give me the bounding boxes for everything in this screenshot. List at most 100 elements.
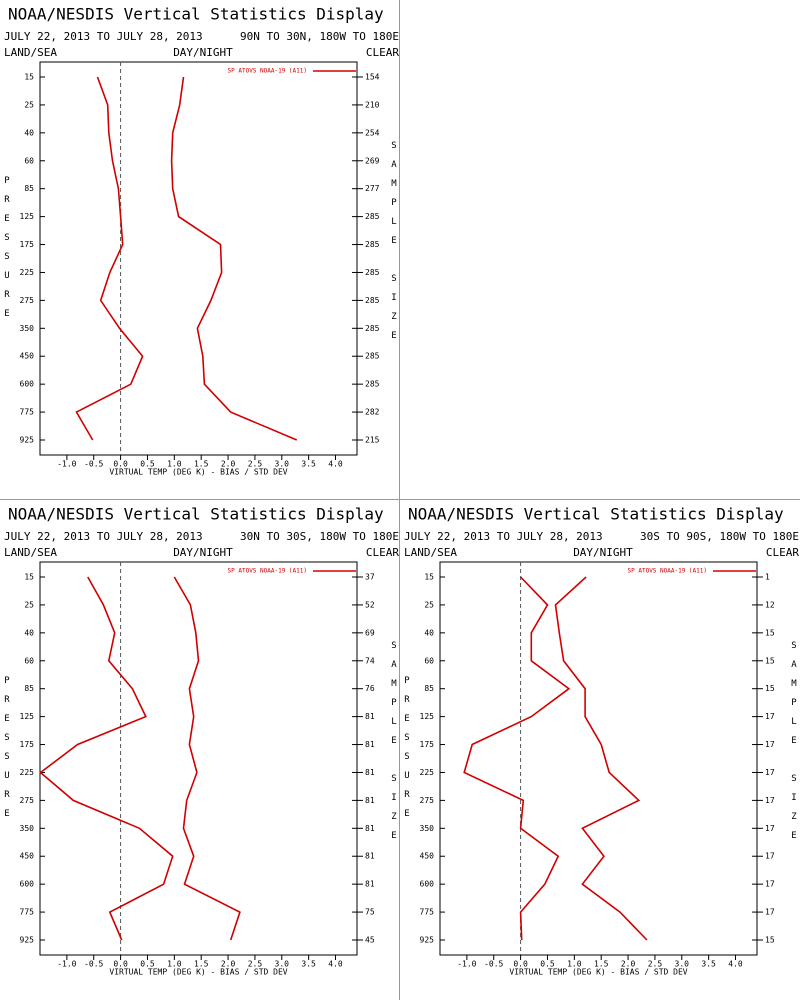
sample-size: 81 (365, 768, 375, 777)
y-axis-label: PRESSURE (402, 676, 412, 828)
x-tick-label: 0.0 (513, 960, 528, 969)
legend-label: SP ATOVS NOAA-19 (A11) (628, 568, 707, 575)
panel: NOAA/NESDIS Vertical Statistics Display J… (2, 5, 399, 477)
sample-size: 285 (365, 212, 380, 221)
sample-size: 75 (365, 908, 375, 917)
x-tick-label: 1.0 (167, 960, 182, 969)
sample-size: 215 (365, 436, 380, 445)
sample-size: 154 (365, 73, 380, 82)
y-tick-label: 175 (20, 740, 35, 749)
x-tick-label: 0.0 (113, 960, 128, 969)
x-tick-label: 3.5 (301, 460, 316, 469)
sample-size: 69 (365, 628, 375, 637)
sample-size: 285 (365, 352, 380, 361)
profile-line (170, 76, 298, 441)
x-tick-label: 1.0 (567, 960, 582, 969)
y-tick-label: 600 (20, 880, 35, 889)
sample-size: 285 (365, 240, 380, 249)
sample-size: 17 (765, 712, 775, 721)
x-tick-label: 0.0 (113, 460, 128, 469)
y-axis-label: PRESSURE (2, 176, 12, 328)
y-tick-label: 40 (424, 628, 434, 637)
region: 30N TO 30S, 180W TO 180E (240, 530, 399, 543)
sample-size: 17 (765, 852, 775, 861)
profile-line (554, 576, 648, 941)
sample-size: 15 (765, 684, 775, 693)
y-tick-label: 450 (20, 852, 35, 861)
y-tick-label: 775 (20, 908, 35, 917)
x-tick-label: 3.5 (301, 960, 316, 969)
y-tick-label: 450 (420, 852, 435, 861)
y-tick-label: 60 (24, 156, 34, 165)
plot-frame (39, 561, 358, 956)
sample-size: 52 (365, 600, 375, 609)
x-tick-label: 1.5 (594, 960, 609, 969)
y-tick-label: 600 (420, 880, 435, 889)
x-tick-label: -0.5 (84, 960, 103, 969)
x-tick-label: 2.5 (648, 960, 663, 969)
y2-axis-label: SAMPLE SIZE (789, 641, 799, 850)
y-tick-label: 225 (20, 768, 35, 777)
profile-line (75, 76, 144, 441)
sample-size: 74 (365, 656, 375, 665)
profile-line (463, 576, 571, 941)
sample-size: 76 (365, 684, 375, 693)
x-axis-label: VIRTUAL TEMP (DEG K) - BIAS / STD DEV (509, 968, 687, 977)
x-axis-label: VIRTUAL TEMP (DEG K) - BIAS / STD DEV (109, 968, 287, 977)
x-tick-label: -0.5 (84, 460, 103, 469)
y-tick-label: 25 (424, 600, 434, 609)
sample-size: 81 (365, 880, 375, 889)
x-tick-label: 0.5 (540, 960, 555, 969)
chart-title: NOAA/NESDIS Vertical Statistics Display (408, 505, 784, 524)
x-tick-label: 2.0 (221, 460, 236, 469)
y-tick-label: 40 (24, 128, 34, 137)
profile-line (39, 576, 174, 941)
plot-frame (39, 61, 358, 456)
x-tick-label: 2.0 (621, 960, 636, 969)
y-tick-label: 350 (20, 824, 35, 833)
x-tick-label: -0.5 (484, 960, 503, 969)
x-tick-label: 1.5 (194, 960, 209, 969)
profile-line (173, 576, 241, 941)
y-tick-label: 15 (24, 573, 34, 582)
sample-size: 1 (765, 573, 770, 582)
sample-size: 45 (365, 936, 375, 945)
y-tick-label: 85 (24, 184, 34, 193)
sample-size: 254 (365, 128, 380, 137)
y-tick-label: 40 (24, 628, 34, 637)
y-tick-label: 225 (20, 268, 35, 277)
y-tick-label: 175 (20, 240, 35, 249)
plot-frame (439, 561, 758, 956)
date-range: JULY 22, 2013 TO JULY 28, 2013 (404, 530, 603, 543)
sample-size: 15 (765, 656, 775, 665)
chart-title: NOAA/NESDIS Vertical Statistics Display (8, 5, 384, 24)
filter: CLEAR (366, 46, 399, 59)
y-tick-label: 925 (20, 436, 35, 445)
sample-size: 81 (365, 852, 375, 861)
sample-size: 285 (365, 324, 380, 333)
region: 90N TO 30N, 180W TO 180E (240, 30, 399, 43)
x-tick-label: 3.5 (701, 960, 716, 969)
sample-size: 17 (765, 740, 775, 749)
x-tick-label: 4.0 (328, 960, 343, 969)
x-tick-label: -1.0 (57, 460, 76, 469)
sample-size: 17 (765, 824, 775, 833)
y-tick-label: 125 (420, 712, 435, 721)
sample-size: 17 (765, 880, 775, 889)
y-tick-label: 350 (20, 324, 35, 333)
sample-size: 37 (365, 573, 375, 582)
sample-size: 285 (365, 268, 380, 277)
sample-size: 277 (365, 184, 380, 193)
sample-size: 285 (365, 296, 380, 305)
sample-size: 17 (765, 908, 775, 917)
legend-label: SP ATOVS NOAA-19 (A11) (228, 68, 307, 75)
sample-size: 17 (765, 796, 775, 805)
y-tick-label: 15 (424, 573, 434, 582)
y-tick-label: 25 (24, 100, 34, 109)
filter: CLEAR (366, 546, 399, 559)
date-range: JULY 22, 2013 TO JULY 28, 2013 (4, 530, 203, 543)
y2-axis-label: SAMPLE SIZE (389, 141, 399, 350)
sample-size: 210 (365, 100, 380, 109)
y-tick-label: 60 (424, 656, 434, 665)
